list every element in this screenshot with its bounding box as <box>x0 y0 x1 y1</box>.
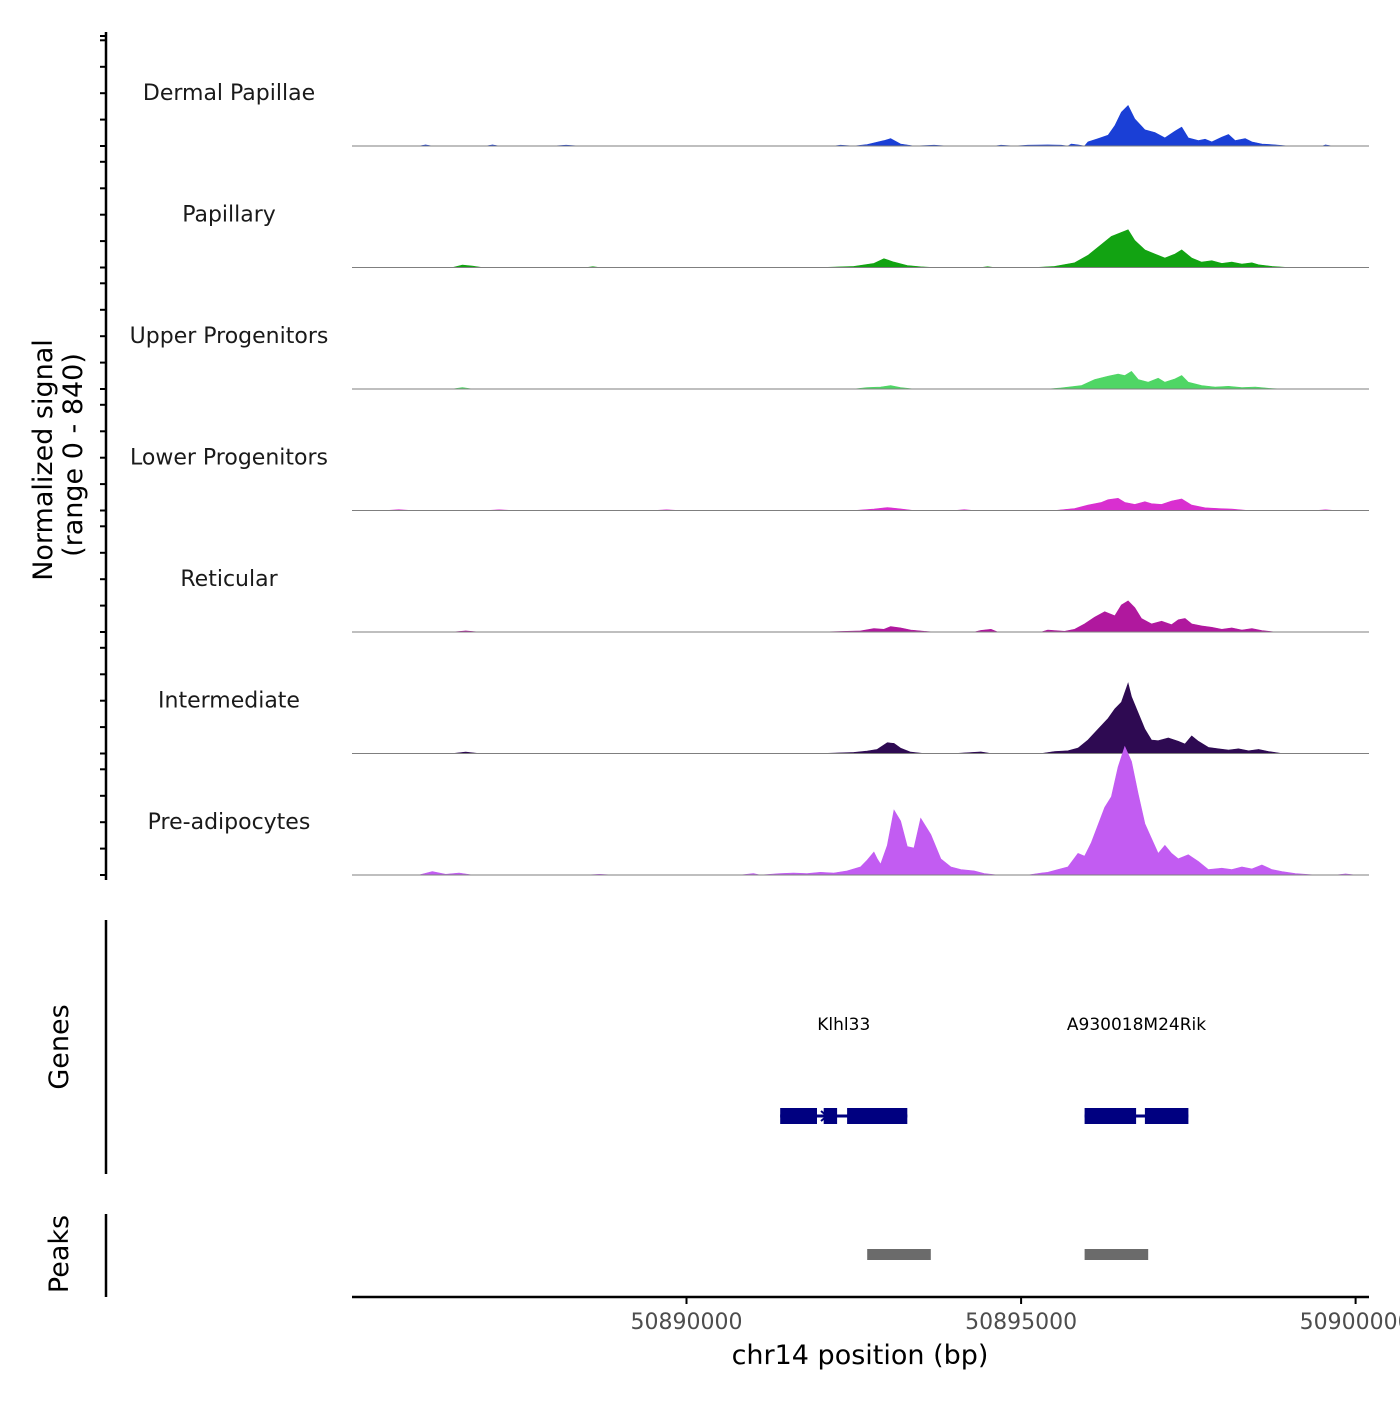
strand-arrow <box>820 1110 829 1122</box>
track-signal-area <box>352 600 1369 633</box>
track-signal-area <box>352 745 1369 876</box>
gene-label: A930018M24Rik <box>1067 1015 1206 1035</box>
track-lower-progenitors: Lower Progenitors <box>130 446 1369 511</box>
y-axis-title-line1: Normalized signal <box>28 339 59 581</box>
track-dermal-papillae: Dermal Papillae <box>143 81 1369 147</box>
track-signal-area <box>352 497 1369 511</box>
strand-arrow <box>1124 1110 1133 1122</box>
peak-region <box>1084 1249 1149 1260</box>
peaks-axis-title: Peaks <box>44 1215 75 1293</box>
track-signal-area <box>352 104 1369 147</box>
signal-y-axis <box>100 32 108 880</box>
gene-exon <box>1144 1108 1189 1124</box>
track-label: Papillary <box>182 203 276 228</box>
track-reticular: Reticular <box>180 567 1369 633</box>
track-label: Pre-adipocytes <box>148 810 311 835</box>
track-intermediate: Intermediate <box>158 682 1369 754</box>
gene-exon <box>780 1108 817 1124</box>
genes-panel: Klhl33 A930018M24Rik <box>104 920 1206 1174</box>
track-label: Lower Progenitors <box>130 446 328 471</box>
track-papillary: Papillary <box>182 203 1369 268</box>
track-pre-adipocytes: Pre-adipocytes <box>148 745 1369 876</box>
track-signal-area <box>352 229 1369 268</box>
genes-axis-title: Genes <box>44 1004 75 1089</box>
gene-label: Klhl33 <box>817 1015 870 1035</box>
x-tick-label: 50890000 <box>631 1310 743 1335</box>
track-label: Intermediate <box>158 689 300 714</box>
gene-exon <box>1084 1108 1137 1124</box>
y-axis-title-line2: (range 0 - 840) <box>58 353 89 557</box>
gene-exon <box>823 1108 838 1124</box>
x-tick-label: 50895000 <box>965 1310 1077 1335</box>
x-axis: 50890000 50895000 50900000 <box>352 1295 1400 1335</box>
track-upper-progenitors: Upper Progenitors <box>130 324 1369 390</box>
track-label: Dermal Papillae <box>143 81 315 106</box>
peaks-panel <box>104 1214 1149 1297</box>
peak-region <box>867 1249 931 1260</box>
track-signal-area <box>352 371 1369 390</box>
track-label: Reticular <box>180 567 278 592</box>
coverage-panel: Dermal Papillae Papillary Upper Progenitor… <box>100 32 1369 880</box>
gene-exon <box>847 1108 908 1124</box>
gene-a930018m24rik: A930018M24Rik <box>1067 1015 1206 1124</box>
track-label: Upper Progenitors <box>130 324 329 349</box>
track-signal-area <box>352 682 1369 754</box>
x-axis-title: chr14 position (bp) <box>732 1340 989 1371</box>
gene-klhl33: Klhl33 <box>780 1015 908 1124</box>
x-tick-label: 50900000 <box>1300 1310 1400 1335</box>
